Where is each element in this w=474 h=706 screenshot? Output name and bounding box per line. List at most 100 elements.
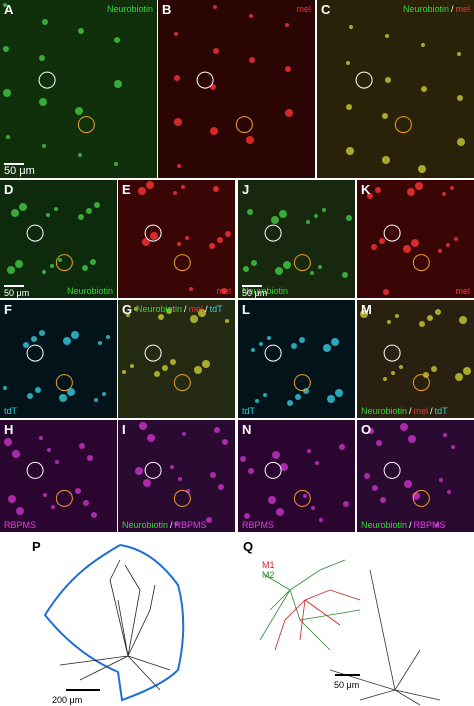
channel-label: mel <box>455 286 470 296</box>
cell <box>435 523 439 527</box>
cell <box>255 399 259 403</box>
cell <box>442 192 446 196</box>
cell <box>408 435 416 443</box>
cell <box>267 336 271 340</box>
cell <box>346 147 354 155</box>
panel-letter: Q <box>243 539 253 554</box>
cell <box>42 270 46 274</box>
cell <box>122 370 126 374</box>
cell <box>4 438 12 446</box>
cell <box>447 490 451 494</box>
cell <box>55 460 59 464</box>
cell <box>82 265 88 271</box>
cell <box>91 512 97 518</box>
cell <box>11 209 19 217</box>
panel-letter: P <box>32 539 41 554</box>
label-part: / <box>184 304 187 314</box>
label-part: RBPMS <box>242 520 274 530</box>
label-part: mel <box>189 304 204 314</box>
scale-label: 50 μm <box>242 288 267 298</box>
panel-letter: C <box>321 2 331 17</box>
channel-label: Neurobiotin <box>107 4 153 14</box>
cell <box>185 236 189 240</box>
marker-circle <box>412 489 430 507</box>
cell <box>177 164 181 168</box>
cell <box>83 500 89 506</box>
cell <box>244 513 250 519</box>
marker-circle <box>144 344 162 362</box>
cell <box>213 186 219 192</box>
image-panel: I Neurobiotin / RBPMS <box>118 420 235 532</box>
cell <box>291 343 297 349</box>
cell <box>135 467 143 475</box>
panel-image <box>0 300 117 418</box>
marker-circle <box>173 489 191 507</box>
cell <box>170 465 174 469</box>
cell <box>385 77 391 83</box>
channel-label: Neurobiotin / RBPMS <box>361 520 446 530</box>
cell <box>285 109 293 117</box>
cell <box>383 377 387 381</box>
cell <box>86 208 92 214</box>
cell <box>209 243 215 249</box>
cell <box>225 319 229 323</box>
marker-circle <box>383 344 401 362</box>
panel-image <box>357 420 474 532</box>
cell <box>404 480 412 488</box>
marker-circle <box>55 374 73 392</box>
cell <box>248 468 254 474</box>
label-part: mel <box>455 286 470 296</box>
cell <box>142 238 150 246</box>
marker-circle <box>144 224 162 242</box>
cell <box>295 394 301 400</box>
cell <box>206 517 212 523</box>
cell <box>367 193 373 199</box>
cell <box>400 423 408 431</box>
label-part: Neurobiotin <box>136 304 182 314</box>
cell <box>322 208 326 212</box>
cell <box>454 237 458 241</box>
panel-image <box>118 420 235 532</box>
cell <box>379 238 385 244</box>
cell <box>218 484 224 490</box>
cell <box>376 440 382 446</box>
cell <box>46 213 50 217</box>
image-panel: N RBPMS <box>238 420 355 532</box>
panel-letter: L <box>242 302 250 317</box>
marker-circle <box>144 461 162 479</box>
cell <box>214 427 220 433</box>
cell <box>39 330 45 336</box>
cell <box>421 86 427 92</box>
channel-label: Neurobiotin / mel <box>403 4 470 14</box>
cell <box>63 337 71 345</box>
label-part: Neurobiotin <box>67 286 113 296</box>
cell <box>210 127 218 135</box>
panel-letter: N <box>242 422 251 437</box>
cell <box>382 156 390 164</box>
cell <box>346 215 352 221</box>
cell <box>403 245 411 253</box>
cell <box>457 138 465 146</box>
marker-circle <box>293 489 311 507</box>
channel-label: Neurobiotin <box>242 286 288 296</box>
marker-circle <box>26 224 44 242</box>
cell <box>213 5 217 9</box>
label-part: / <box>451 4 454 14</box>
marker-circle <box>264 344 282 362</box>
label-part: / <box>430 406 433 416</box>
label-part: / <box>409 520 412 530</box>
cell <box>27 393 33 399</box>
cell <box>327 395 335 403</box>
cell <box>47 448 51 452</box>
cell <box>271 216 279 224</box>
cell <box>331 338 339 346</box>
cell <box>23 342 29 348</box>
cell <box>8 495 16 503</box>
cell <box>439 478 443 482</box>
cell <box>335 389 343 397</box>
channel-label: mel <box>296 4 311 14</box>
cell <box>421 43 425 47</box>
